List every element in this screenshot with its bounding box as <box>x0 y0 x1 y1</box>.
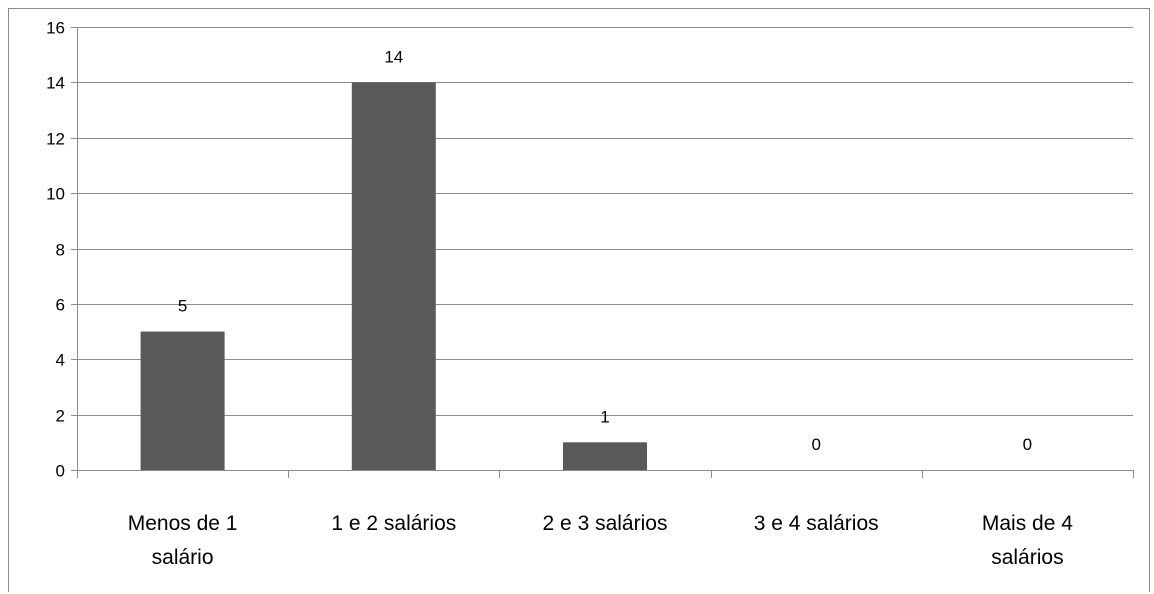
chart-frame <box>8 8 1150 592</box>
bar <box>140 331 225 470</box>
y-tick-label: 16 <box>46 19 65 38</box>
x-axis-category-labels: Menos de 1 salário 1 e 2 salários 2 e 3 sal… <box>128 512 1074 569</box>
y-tick-label: 0 <box>56 462 65 481</box>
bar <box>563 442 647 470</box>
x-category-label: 3 e 4 salários <box>754 512 879 535</box>
x-category-label: Mais de 4 <box>982 512 1073 535</box>
y-tick-label: 4 <box>56 351 65 370</box>
data-label: 0 <box>1023 435 1032 454</box>
y-tick-label: 12 <box>46 130 65 149</box>
gridlines <box>77 27 1133 416</box>
y-tick-label: 6 <box>56 296 65 315</box>
data-label: 5 <box>178 297 187 316</box>
x-category-label: 1 e 2 salários <box>331 512 456 535</box>
data-label: 1 <box>600 407 609 426</box>
axes <box>71 27 1134 478</box>
data-label: 0 <box>811 435 820 454</box>
bars <box>140 82 647 470</box>
y-tick-label: 8 <box>56 241 65 260</box>
x-category-label: 2 e 3 salários <box>543 512 668 535</box>
data-labels: 5 14 1 0 0 <box>178 47 1032 454</box>
x-category-label: Menos de 1 <box>128 512 238 535</box>
x-category-label: salário <box>152 546 214 569</box>
y-tick-label: 10 <box>46 185 65 204</box>
y-axis-tick-labels: 0 2 4 6 8 10 12 14 16 <box>46 19 65 481</box>
x-category-label: salários <box>991 546 1063 569</box>
y-tick-label: 2 <box>56 407 65 426</box>
data-label: 14 <box>384 47 403 66</box>
y-tick-label: 14 <box>46 74 65 93</box>
bar <box>351 82 436 470</box>
